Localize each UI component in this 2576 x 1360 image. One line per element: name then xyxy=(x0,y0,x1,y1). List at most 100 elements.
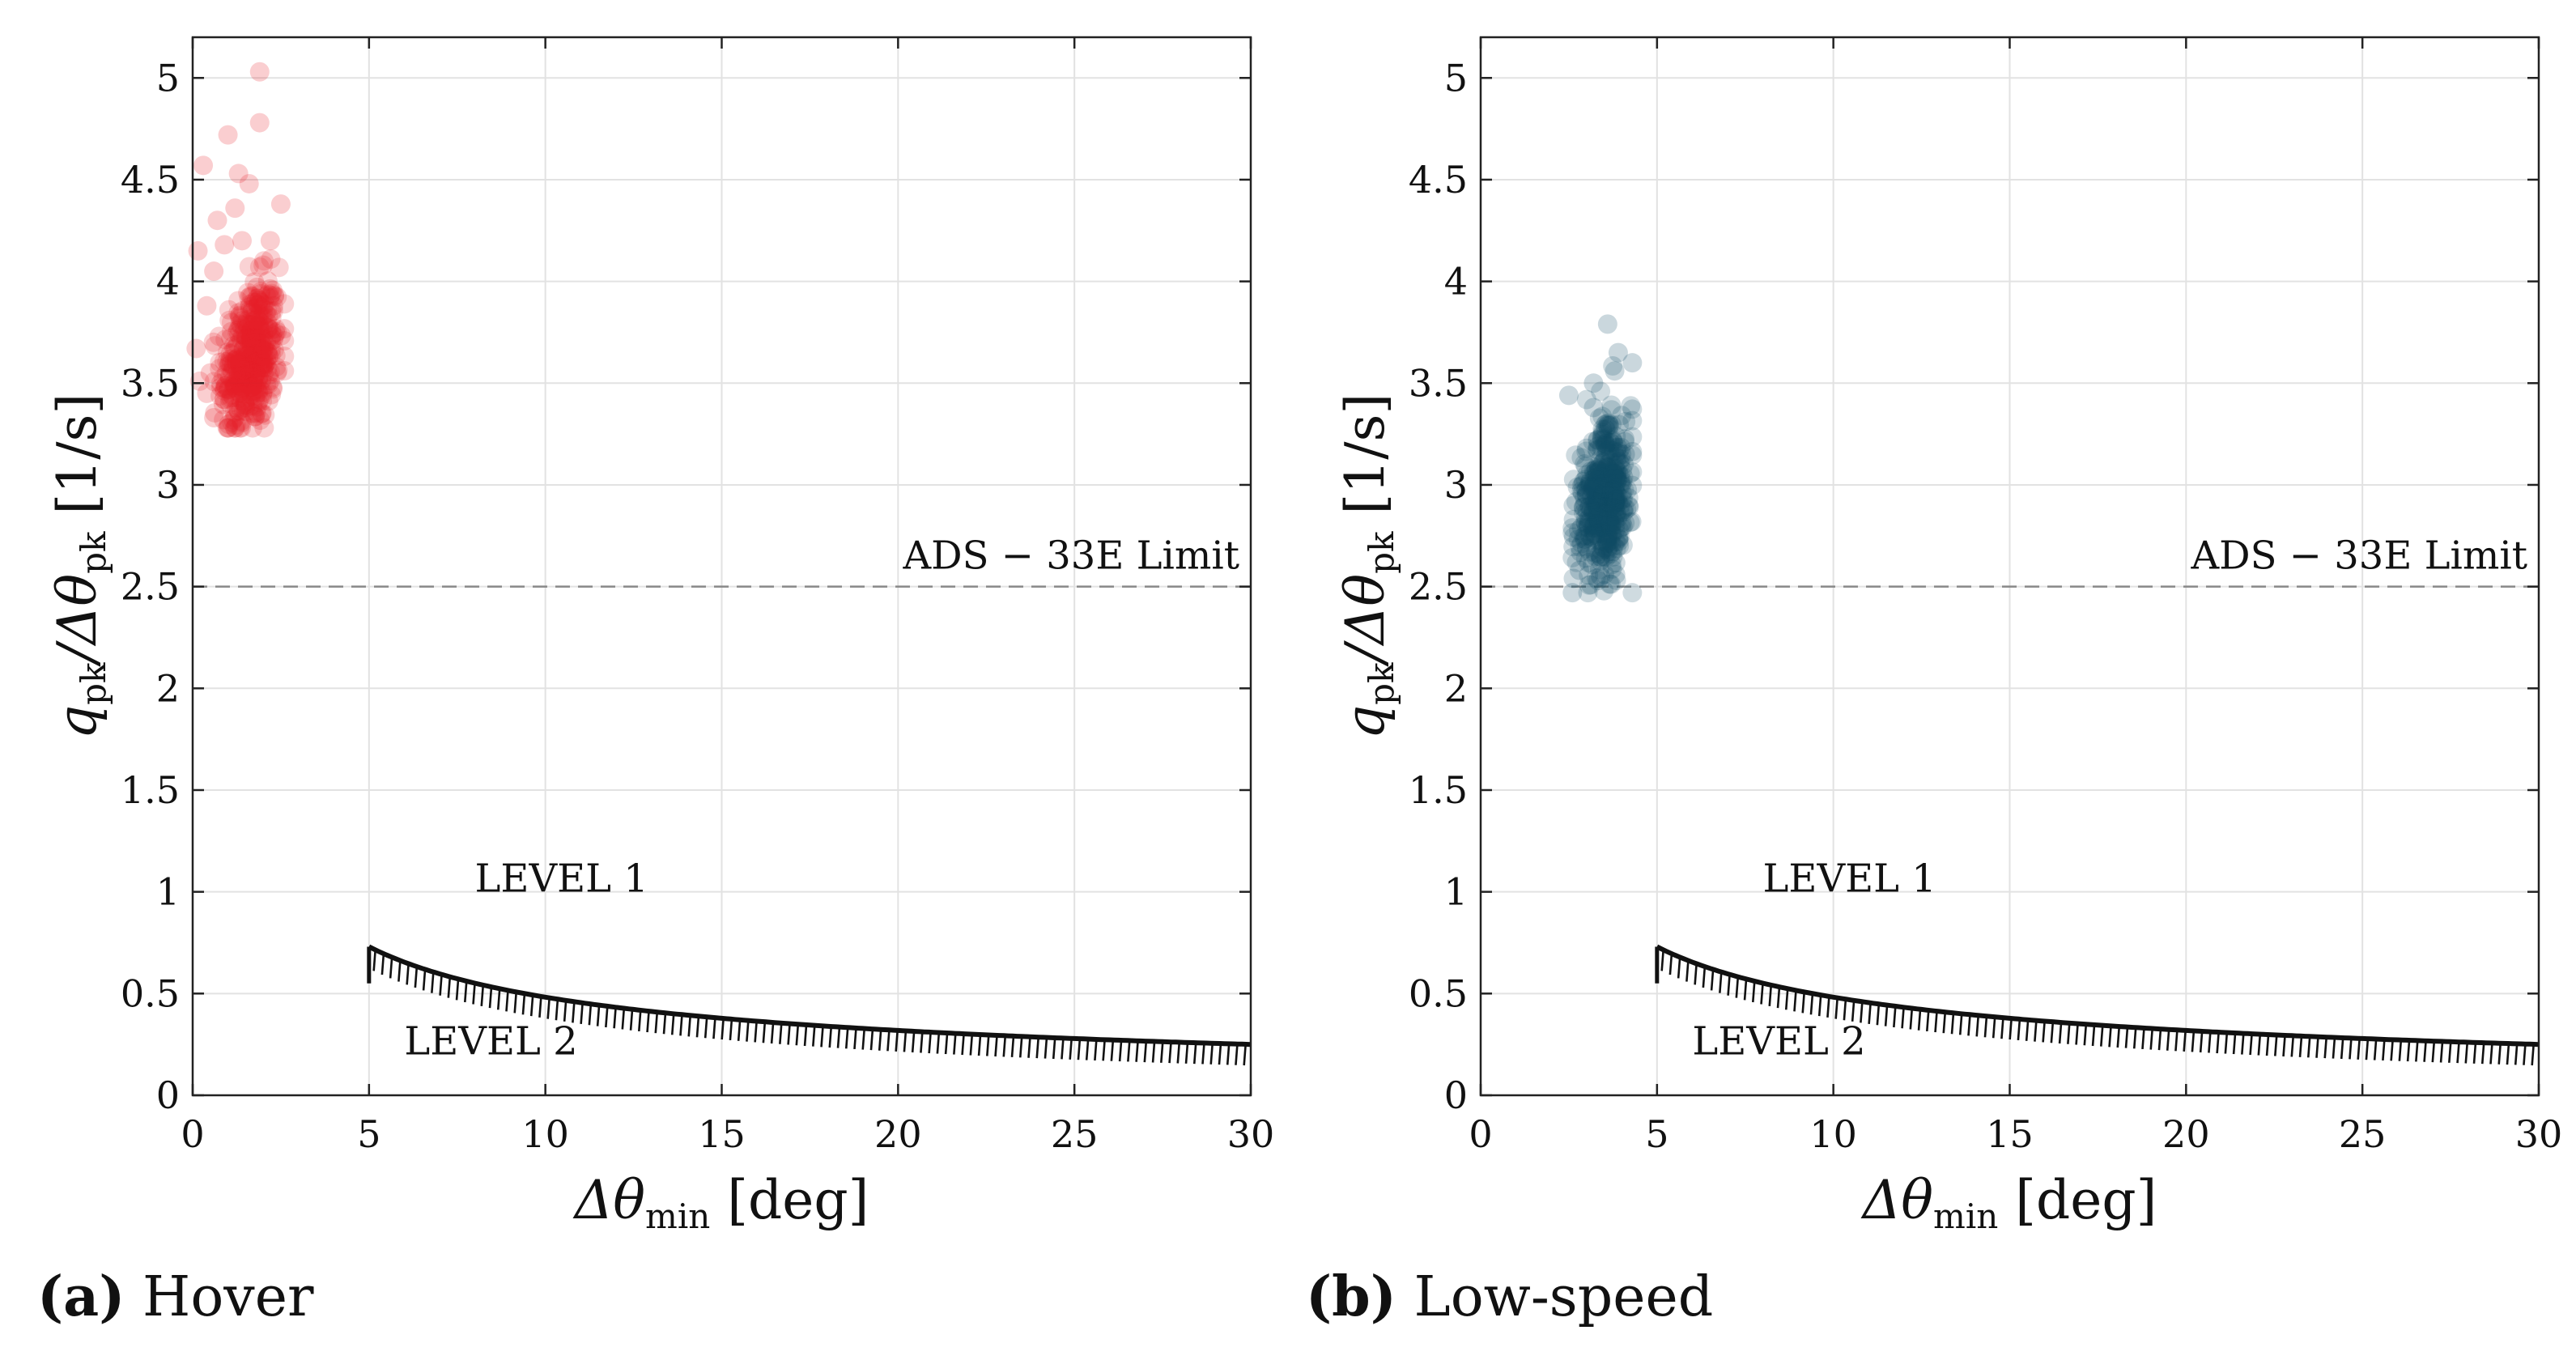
boundary-hatch xyxy=(2456,1042,2460,1064)
data-point xyxy=(219,300,239,320)
data-point xyxy=(242,329,262,350)
data-point xyxy=(1592,423,1613,443)
data-point xyxy=(1597,539,1617,559)
data-point xyxy=(257,352,277,372)
data-point xyxy=(251,325,271,346)
data-point xyxy=(1598,510,1618,530)
data-point xyxy=(229,306,249,326)
boundary-hatch xyxy=(2116,1026,2121,1048)
data-point xyxy=(1610,503,1630,523)
boundary-hatch xyxy=(1851,1000,1855,1022)
data-point xyxy=(236,313,257,334)
boundary-hatch xyxy=(1760,983,1764,1005)
data-point xyxy=(260,371,280,391)
data-point xyxy=(1583,479,1603,499)
data-point xyxy=(1576,389,1596,410)
data-point xyxy=(1601,473,1622,493)
data-point xyxy=(274,330,295,351)
data-point xyxy=(1587,485,1607,505)
boundary-hatch xyxy=(1967,1014,1971,1036)
boundary-hatch xyxy=(704,1017,708,1039)
data-point xyxy=(1580,502,1600,522)
level-boundary xyxy=(1655,944,2540,1066)
data-point xyxy=(242,300,262,320)
data-point xyxy=(253,356,273,376)
data-point xyxy=(1576,441,1596,461)
boundary-hatch xyxy=(406,963,410,985)
boundary-hatch xyxy=(2464,1042,2469,1064)
data-point xyxy=(244,348,265,368)
boundary-hatch xyxy=(1168,1042,1172,1064)
data-point xyxy=(1586,483,1606,504)
data-point xyxy=(1592,427,1612,447)
data-point xyxy=(1597,481,1617,501)
data-point xyxy=(250,358,270,378)
boundary-hatch xyxy=(1218,1043,1222,1065)
data-point xyxy=(249,62,270,82)
boundary-hatch xyxy=(596,1005,601,1026)
data-point xyxy=(1589,483,1609,504)
data-point xyxy=(1592,469,1612,489)
data-point xyxy=(240,323,260,343)
boundary-hatch xyxy=(2191,1031,2196,1052)
data-point xyxy=(231,399,251,419)
boundary-hatch xyxy=(2332,1037,2336,1059)
data-point xyxy=(1587,487,1607,508)
data-point xyxy=(1602,468,1622,488)
boundary-hatch xyxy=(2315,1036,2319,1058)
data-point xyxy=(256,304,276,324)
data-point xyxy=(1592,487,1612,507)
y-tick-label: 0 xyxy=(1444,1073,1468,1117)
boundary-hatch xyxy=(2042,1021,2046,1043)
boundary-hatch xyxy=(480,984,485,1006)
data-point xyxy=(1601,486,1622,506)
data-point xyxy=(1575,513,1596,533)
data-point xyxy=(1605,469,1625,489)
data-point xyxy=(1575,470,1596,490)
data-point xyxy=(1592,464,1613,484)
data-point xyxy=(1581,487,1601,507)
data-point xyxy=(1589,531,1609,551)
boundary-hatch xyxy=(563,1000,567,1022)
data-point xyxy=(1605,492,1625,512)
data-point xyxy=(1605,521,1626,541)
data-point xyxy=(249,345,269,365)
data-point xyxy=(1579,526,1600,546)
data-point xyxy=(230,418,250,438)
data-point xyxy=(1603,462,1623,482)
data-point xyxy=(1584,489,1605,509)
data-point xyxy=(224,402,244,423)
data-point xyxy=(248,316,268,336)
boundary-hatch xyxy=(2108,1026,2112,1048)
data-point xyxy=(225,418,245,438)
data-point xyxy=(239,315,259,335)
boundary-hatch xyxy=(2531,1043,2535,1066)
data-point xyxy=(235,392,255,412)
data-point xyxy=(260,278,280,299)
boundary-hatch xyxy=(638,1009,642,1032)
data-point xyxy=(258,346,278,366)
data-point xyxy=(1598,486,1618,506)
data-point xyxy=(239,367,259,387)
data-point xyxy=(1594,580,1614,601)
data-point xyxy=(223,374,244,394)
boundary-hatch xyxy=(729,1018,733,1041)
data-point xyxy=(254,357,274,377)
data-point xyxy=(255,354,275,374)
x-tick-label: 0 xyxy=(181,1112,204,1156)
data-point xyxy=(223,388,244,408)
data-point xyxy=(1589,544,1609,564)
boundary-hatch xyxy=(2340,1037,2344,1060)
data-point xyxy=(1616,411,1636,431)
boundary-hatch xyxy=(737,1019,742,1041)
data-point xyxy=(1593,483,1613,504)
data-point xyxy=(227,350,247,370)
data-point xyxy=(1600,574,1620,594)
boundary-hatch xyxy=(2265,1034,2270,1056)
data-point xyxy=(244,344,264,364)
data-point xyxy=(1600,469,1620,489)
data-point xyxy=(1607,470,1627,490)
data-point xyxy=(1597,529,1617,549)
data-point xyxy=(240,359,261,380)
data-point xyxy=(249,317,270,338)
